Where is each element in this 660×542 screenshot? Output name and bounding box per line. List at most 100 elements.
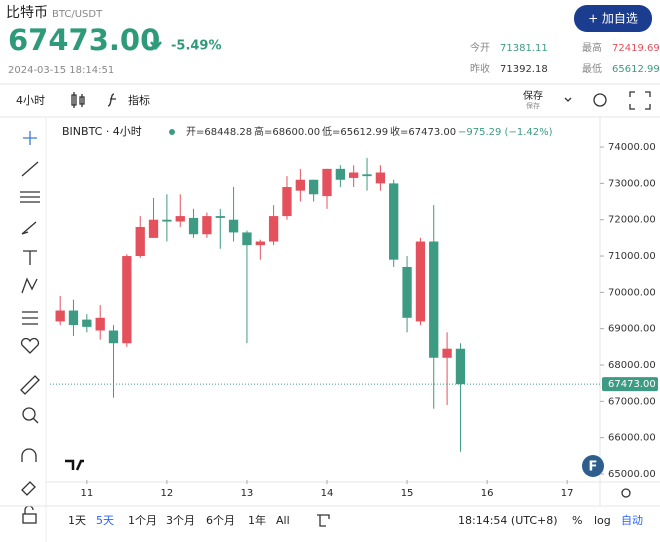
settings-icon[interactable] xyxy=(593,93,607,107)
price: 67473.00 xyxy=(8,23,160,57)
candle-body xyxy=(82,319,92,327)
candle-body xyxy=(108,330,119,344)
save-sub: 保存 xyxy=(526,101,540,110)
candle-body xyxy=(122,256,132,344)
candle-body xyxy=(295,179,305,191)
candle-body xyxy=(349,172,359,178)
y-tick-label: 66000.00 xyxy=(608,433,656,444)
candle-body xyxy=(455,348,466,385)
badge-label[interactable]: F xyxy=(589,460,598,475)
legend-value: 收=67473.00 xyxy=(390,125,456,138)
candle-body xyxy=(202,216,212,235)
x-tick-label: 13 xyxy=(241,488,254,499)
legend-dot xyxy=(169,129,175,135)
candle-body xyxy=(442,348,452,358)
log[interactable]: log xyxy=(594,514,611,527)
range-button[interactable]: 3个月 xyxy=(166,514,195,527)
auto[interactable]: 自动 xyxy=(621,514,643,527)
y-tick-label: 71000.00 xyxy=(608,251,656,262)
stat-value: 71392.18 xyxy=(500,64,548,75)
last-price-label: 67473.00 xyxy=(608,379,656,390)
y-tick-label: 65000.00 xyxy=(608,469,656,480)
candle-body xyxy=(402,266,412,318)
legend-value: −975.29 (−1.42%) xyxy=(458,127,553,138)
y-tick-label: 70000.00 xyxy=(608,287,656,298)
candle-body xyxy=(322,168,332,197)
y-tick-label: 73000.00 xyxy=(608,178,656,189)
stat-label: 最高 xyxy=(582,41,602,54)
x-tick-label: 14 xyxy=(321,488,334,499)
candle-body xyxy=(415,241,426,322)
add-button[interactable] xyxy=(574,5,652,32)
clock: 18:14:54 (UTC+8) xyxy=(458,514,558,527)
legend-value: 低=65612.99 xyxy=(322,125,388,138)
add-button-label[interactable]: + 加自选 xyxy=(588,12,638,26)
fx-icon[interactable] xyxy=(107,93,116,107)
candle-body xyxy=(282,187,292,217)
badge[interactable] xyxy=(582,455,604,477)
pair: BTC/USDT xyxy=(52,9,103,20)
stat-label: 今开 xyxy=(470,41,490,54)
candle-body xyxy=(335,168,346,180)
stat-value: 65612.99 xyxy=(612,64,660,75)
candle-body xyxy=(255,241,265,246)
legend-value: 高=68600.00 xyxy=(254,125,320,138)
y-tick-label: 67000.00 xyxy=(608,396,656,407)
candle-icon[interactable] xyxy=(71,92,85,108)
candle-body xyxy=(429,241,439,358)
candle-body xyxy=(188,217,199,235)
stat-label: 昨收 xyxy=(470,62,490,75)
candle-body xyxy=(162,219,172,222)
fullscreen-icon[interactable] xyxy=(629,91,651,110)
symbol: BINBTC · 4小时 xyxy=(62,125,142,138)
timestamp: 2024-03-15 18:14:51 xyxy=(8,65,114,76)
range-button[interactable]: 6个月 xyxy=(206,514,235,527)
x-tick-label: 11 xyxy=(80,488,93,499)
x-tick-label: 15 xyxy=(401,488,414,499)
candle-body xyxy=(228,219,239,233)
chevron[interactable] xyxy=(564,97,572,102)
interval[interactable]: 4小时 xyxy=(16,94,45,107)
range-button[interactable]: 5天 xyxy=(96,514,114,527)
percent[interactable]: % xyxy=(572,514,582,527)
down-arrow xyxy=(150,36,162,50)
x-tick-label: 17 xyxy=(561,488,574,499)
range-button[interactable]: 1个月 xyxy=(128,514,157,527)
indicators[interactable]: 指标 xyxy=(128,93,150,107)
drawing-tools[interactable] xyxy=(20,131,40,524)
candle-body xyxy=(389,183,399,260)
asset-name: 比特币 xyxy=(6,5,48,21)
range-button[interactable]: All xyxy=(276,514,290,527)
candle-body xyxy=(375,172,386,184)
x-tick-label: 16 xyxy=(481,488,494,499)
candle-body xyxy=(362,174,372,177)
stat-value: 72419.69 xyxy=(612,43,660,54)
tv-logo xyxy=(62,456,86,472)
candle-body xyxy=(242,232,252,246)
candle-body xyxy=(55,310,65,322)
change: -5.49% xyxy=(171,39,222,54)
axis-settings[interactable] xyxy=(621,488,631,498)
y-tick-label: 69000.00 xyxy=(608,324,656,335)
candle-body xyxy=(175,216,185,222)
y-tick-label: 74000.00 xyxy=(608,142,656,153)
candle-body xyxy=(308,179,319,195)
legend-value: 开=68448.28 xyxy=(186,127,252,138)
stat-value: 71381.11 xyxy=(500,43,548,54)
candle-body xyxy=(215,216,225,218)
last-price-box xyxy=(602,377,658,392)
candle-body xyxy=(135,226,145,257)
range-button[interactable]: 1天 xyxy=(68,514,86,527)
candle-body xyxy=(148,219,159,238)
save[interactable]: 保存 xyxy=(523,89,543,102)
y-tick-label: 72000.00 xyxy=(608,215,656,226)
stat-label: 最低 xyxy=(582,62,602,75)
candle-body xyxy=(95,317,105,331)
date-range-icon[interactable] xyxy=(317,514,330,527)
candle-body xyxy=(68,310,79,326)
range-button[interactable]: 1年 xyxy=(248,513,266,527)
candle-body xyxy=(268,216,279,242)
y-tick-label: 68000.00 xyxy=(608,360,656,371)
x-tick-label: 12 xyxy=(161,488,174,499)
